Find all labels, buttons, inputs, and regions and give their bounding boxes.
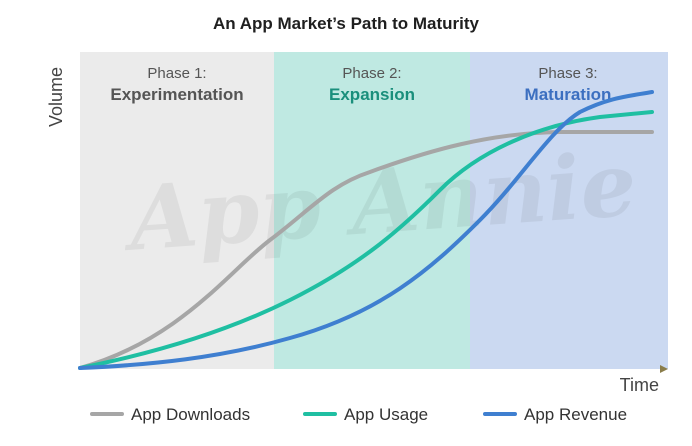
- chart-title: An App Market’s Path to Maturity: [213, 14, 480, 33]
- phase-2-label: Phase 2:: [342, 65, 401, 82]
- series-line-app-downloads: [78, 130, 654, 370]
- phase-band-experimentation: [80, 52, 274, 369]
- phase-2-name: Expansion: [329, 85, 415, 104]
- legend-label-app-usage: App Usage: [344, 405, 428, 424]
- y-axis-label: Volume: [46, 67, 66, 127]
- phase-band-maturation: [470, 52, 668, 369]
- phase-1-label: Phase 1:: [147, 65, 206, 82]
- phase-1-name: Experimentation: [110, 85, 243, 104]
- legend-label-app-downloads: App Downloads: [131, 405, 250, 424]
- phase-3-name: Maturation: [525, 85, 612, 104]
- series-line-app-usage: [78, 110, 654, 370]
- legend-label-app-revenue: App Revenue: [524, 405, 627, 424]
- phase-3-label: Phase 3:: [538, 65, 597, 82]
- x-axis-label: Time: [620, 375, 659, 395]
- series-line-app-revenue: [78, 90, 654, 370]
- x-axis-arrow-icon: [660, 365, 668, 373]
